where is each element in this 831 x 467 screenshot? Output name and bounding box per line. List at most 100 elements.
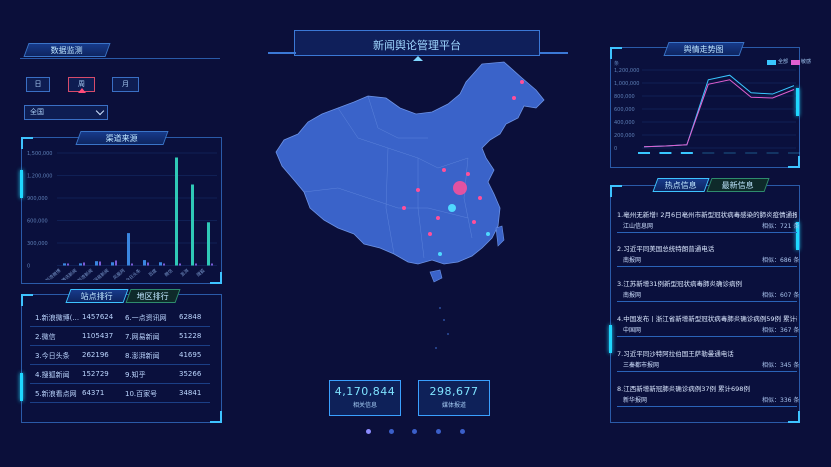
news-item-source: 中国网 xyxy=(623,327,642,334)
source-xlabel: 新浪微博 xyxy=(44,267,63,280)
rank-right-name[interactable]: 7.网易新闻 xyxy=(125,333,160,341)
legend-all-label: 全部 xyxy=(778,59,789,65)
source-bar-secondary xyxy=(67,263,69,266)
rank-left-name[interactable]: 3.今日头条 xyxy=(35,352,70,360)
carousel-dot-4[interactable] xyxy=(436,429,441,434)
news-item-source: 南报网 xyxy=(623,292,642,299)
trend-grid xyxy=(642,69,796,149)
rank-panel-accent xyxy=(20,373,23,401)
rank-right-name[interactable]: 6.一点资讯网 xyxy=(125,314,167,322)
rank-left-name[interactable]: 1.新浪微博(... xyxy=(35,314,80,322)
news-item-similar: 相似：367 条 xyxy=(762,327,800,334)
carousel-dot-1[interactable] xyxy=(366,429,371,434)
news-item-title[interactable]: 7.习近平同沙特阿拉伯国王萨勒曼通电话 xyxy=(617,350,734,358)
source-bar-chart: 1,500,000 1,200,000 900,000 600,000 300,000 0… xyxy=(27,151,217,280)
rank-right-value: 51228 xyxy=(179,332,202,340)
rank-left-value: 262196 xyxy=(82,351,109,359)
source-xlabel: 澎湃 xyxy=(179,267,191,278)
source-xlabel: 微信 xyxy=(163,267,175,278)
source-ytick: 900,000 xyxy=(27,196,48,202)
source-xlabel: 腾讯新闻 xyxy=(60,267,79,280)
trend-xtick xyxy=(702,152,715,154)
source-bar-secondary xyxy=(179,263,181,266)
rank-panel xyxy=(21,294,222,423)
source-bar xyxy=(207,222,210,266)
news-item-title[interactable]: 4.中国发布丨浙江省新增新型冠状病毒肺炎确诊病例59例 累计确... xyxy=(617,315,797,323)
news-item-divider xyxy=(617,266,797,267)
trend-line-chart: 1,200,000 1,000,000 800,000 600,000 400,000 2… xyxy=(614,68,800,154)
legend-sensitive-swatch xyxy=(791,60,800,65)
tab-region-rank[interactable]: 地区排行 xyxy=(125,289,181,303)
rank-row-divider xyxy=(30,383,210,384)
monitor-title: 数据监测 xyxy=(23,43,111,57)
map-mainland xyxy=(275,61,545,265)
news-item-source: 南报网 xyxy=(623,257,642,264)
rank-right-name[interactable]: 8.澎湃新闻 xyxy=(125,352,160,360)
header-deco-right xyxy=(540,52,568,54)
source-bar-secondary xyxy=(195,263,197,266)
trend-xtick xyxy=(788,152,800,154)
rank-row-divider xyxy=(30,402,210,403)
map-hotspots xyxy=(402,80,524,256)
map-province-lines xyxy=(303,95,473,259)
source-xlabel: 百度 xyxy=(147,267,159,278)
period-day-button[interactable]: 日 xyxy=(26,77,50,92)
news-item-similar: 相似：721 条 xyxy=(762,223,800,230)
china-map xyxy=(275,61,545,349)
legend-sensitive-label: 敏感 xyxy=(801,59,812,65)
tab-latest-news[interactable]: 最新信息 xyxy=(706,178,770,192)
region-select[interactable]: 全国 xyxy=(24,105,108,120)
header-deco-left xyxy=(268,52,296,54)
stat-related-info: 4,170,844 相关信息 xyxy=(329,380,401,416)
carousel-dot-2[interactable] xyxy=(389,429,394,434)
carousel-dot-5[interactable] xyxy=(460,429,465,434)
tab-hot-news[interactable]: 热点信息 xyxy=(652,178,710,192)
news-item-title[interactable]: 2.习近平同美国总统特朗普通电话 xyxy=(617,245,715,253)
tab-site-rank[interactable]: 站点排行 xyxy=(65,289,129,303)
news-item-title[interactable]: 8.江西新增新冠肺炎确诊病例37例 累计698例 xyxy=(617,385,750,393)
rank-left-name[interactable]: 4.搜狐新闻 xyxy=(35,371,70,379)
source-bar xyxy=(95,261,98,266)
rank-right-value: 34841 xyxy=(179,389,202,397)
source-bar-secondary xyxy=(83,262,85,266)
source-bar xyxy=(111,262,114,266)
trend-yticks: 1,200,000 1,000,000 800,000 600,000 400,000 2… xyxy=(614,68,639,152)
rank-right-name[interactable]: 9.知乎 xyxy=(125,371,146,379)
map-island-taiwan xyxy=(495,225,505,247)
source-bar-secondary xyxy=(99,261,101,266)
rank-row-divider xyxy=(30,364,210,365)
trend-ytick: 600,000 xyxy=(614,107,635,113)
trend-xtick xyxy=(766,152,779,154)
source-xlabel: 新浪新闻 xyxy=(76,267,95,280)
week-active-triangle-icon xyxy=(78,88,86,93)
region-select-value: 全国 xyxy=(30,108,44,116)
source-bar xyxy=(63,263,66,266)
rank-left-name[interactable]: 5.新浪看点网 xyxy=(35,390,77,398)
rank-row-divider xyxy=(30,345,210,346)
source-bar xyxy=(191,184,194,266)
rank-left-name[interactable]: 2.微信 xyxy=(35,333,56,341)
trend-unit-label: 条 xyxy=(614,61,620,67)
map-south-sea-islands xyxy=(435,307,449,349)
period-month-button[interactable]: 月 xyxy=(112,77,139,92)
rank-right-name[interactable]: 10.百家号 xyxy=(125,390,158,398)
rank-left-value: 1457624 xyxy=(82,313,114,321)
trend-xtick xyxy=(745,152,758,154)
rank-right-value: 62848 xyxy=(179,313,202,321)
news-panel-accent-bottom xyxy=(609,325,612,353)
source-bar xyxy=(143,260,146,266)
legend-all-swatch xyxy=(767,60,776,65)
news-item-source: 新华报网 xyxy=(623,397,648,404)
news-item-title[interactable]: 1.亳州无新增! 2月6日亳州市新型冠状病毒感染的肺炎疫情通报 xyxy=(617,211,797,219)
carousel-dot-3[interactable] xyxy=(412,429,417,434)
trend-title: 舆情走势图 xyxy=(663,42,745,56)
news-item-divider xyxy=(617,371,797,372)
source-ytick: 1,500,000 xyxy=(27,151,52,157)
trend-ytick: 400,000 xyxy=(614,120,635,126)
chevron-down-icon xyxy=(95,106,105,116)
trend-series-line xyxy=(643,74,795,148)
trend-xtick xyxy=(659,152,672,154)
trend-lines xyxy=(643,74,795,148)
news-item-title[interactable]: 3.江苏新增31例新型冠状病毒肺炎确诊病例 xyxy=(617,280,742,288)
news-item-divider xyxy=(617,301,797,302)
